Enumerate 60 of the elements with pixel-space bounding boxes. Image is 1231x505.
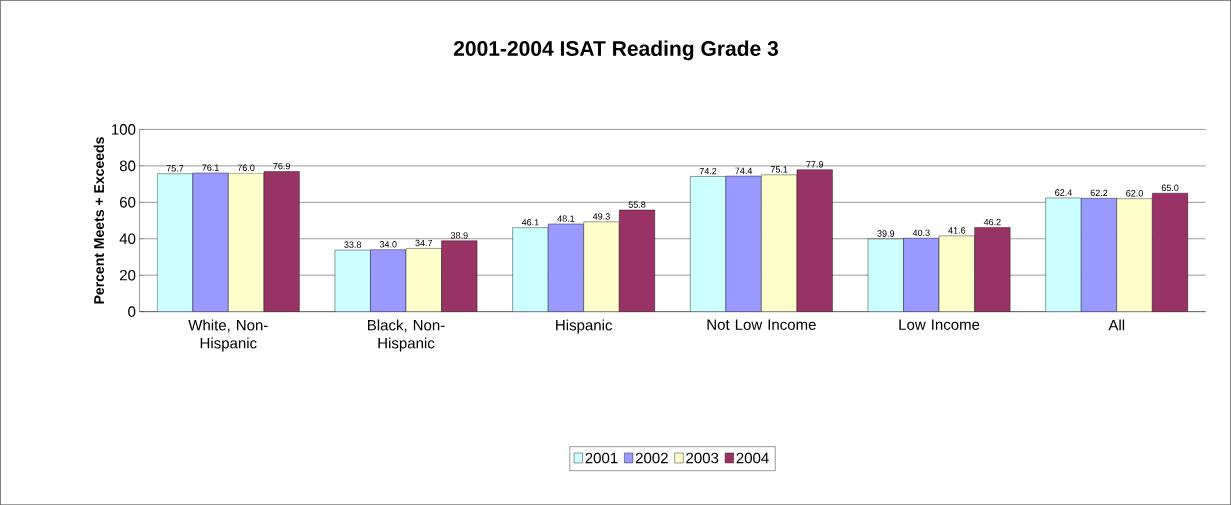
- data-label: 62.4: [1055, 189, 1072, 196]
- legend-label: 2001: [585, 452, 618, 464]
- bar: [192, 172, 229, 312]
- y-tick-label: 60: [120, 196, 136, 208]
- legend-label: 2004: [736, 452, 769, 464]
- data-label: 34.0: [379, 241, 397, 248]
- data-label: 39.9: [877, 230, 895, 237]
- bar: [157, 173, 193, 312]
- chart-title: 2001-2004 ISAT Reading Grade 3: [453, 40, 779, 61]
- legend-label: 2002: [635, 452, 668, 464]
- bar: [1045, 197, 1082, 312]
- y-tick-label: 20: [119, 269, 136, 281]
- bar: [761, 174, 798, 312]
- x-tick-label: White, Non-Hispanic: [188, 319, 268, 352]
- data-label: 65.0: [1161, 184, 1179, 191]
- data-label: 41.6: [948, 227, 966, 234]
- y-tick-label: 100: [112, 124, 136, 135]
- data-label: 55.8: [628, 201, 646, 208]
- y-axis-title: Percent Meets + Exceeds: [93, 137, 105, 304]
- data-label: 38.9: [450, 232, 468, 239]
- data-label: 62.2: [1090, 189, 1108, 197]
- x-tick-label: Hispanic: [556, 319, 613, 334]
- data-label: 75.7: [166, 165, 184, 172]
- x-tick-label: All: [1108, 319, 1125, 331]
- bar: [1116, 198, 1153, 312]
- x-tick-label: Not Low Income: [707, 319, 816, 330]
- x-tick-label: Black, Non-Hispanic: [368, 319, 445, 352]
- x-tick-label: Low Income: [899, 319, 980, 330]
- y-tick-label: 0: [128, 306, 136, 317]
- legend-label: 2003: [686, 452, 719, 464]
- bar: [405, 248, 442, 312]
- bar: [512, 227, 549, 312]
- bar: [547, 223, 584, 312]
- bar: [583, 221, 620, 312]
- data-label: 74.2: [699, 167, 717, 175]
- data-label: 34.7: [415, 239, 433, 247]
- bar: [228, 172, 265, 312]
- bar: [903, 237, 940, 312]
- bar: [938, 235, 975, 312]
- bar: [725, 175, 762, 312]
- data-label: 77.9: [806, 161, 824, 168]
- data-label: 33.8: [344, 241, 362, 248]
- data-label: 76.1: [202, 164, 219, 171]
- y-tick-label: 40: [119, 233, 136, 244]
- bar: [370, 249, 407, 312]
- bar: [334, 249, 371, 312]
- y-tick-label: 80: [119, 160, 136, 172]
- data-label: 40.3: [912, 229, 930, 236]
- bar: [867, 238, 904, 312]
- data-label: 76.9: [273, 162, 290, 170]
- data-label: 49.3: [592, 213, 610, 220]
- data-label: 46.1: [521, 218, 539, 226]
- data-label: 75.1: [770, 166, 788, 173]
- bar: [1081, 198, 1117, 312]
- bar: [690, 176, 727, 312]
- data-label: 74.4: [735, 167, 753, 174]
- data-label: 76.0: [237, 164, 255, 171]
- data-label: 46.2: [983, 218, 1001, 226]
- data-label: 62.0: [1126, 190, 1143, 197]
- data-label: 48.1: [557, 215, 575, 222]
